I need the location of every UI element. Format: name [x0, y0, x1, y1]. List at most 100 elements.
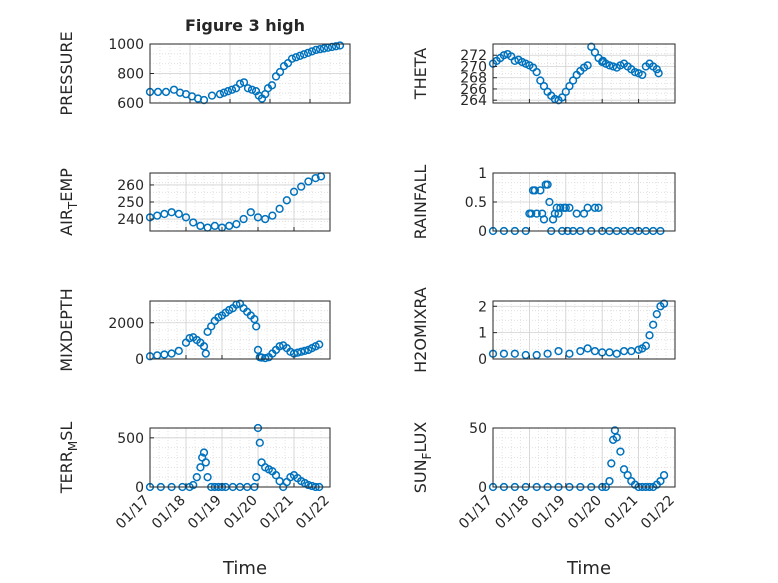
data-point — [235, 79, 245, 88]
axes-box — [149, 300, 331, 360]
data-point — [199, 448, 209, 457]
data-point — [307, 47, 317, 56]
data-point — [174, 209, 183, 219]
data-point — [556, 203, 565, 212]
data-point — [583, 61, 592, 70]
data-point — [196, 463, 205, 472]
data-point — [160, 209, 169, 219]
data-point — [247, 85, 257, 94]
data-point — [253, 213, 263, 222]
data-point — [304, 480, 313, 490]
data-point — [649, 320, 658, 329]
figure-title: Figure 3 high — [185, 16, 305, 35]
data-point — [645, 331, 654, 340]
data-point — [659, 299, 669, 308]
data-point — [561, 203, 570, 212]
data-point — [181, 213, 191, 222]
data-point — [630, 67, 640, 77]
data-point — [267, 81, 277, 90]
data-point — [189, 218, 198, 227]
data-point — [536, 186, 545, 195]
y-axis-label: TERRMSL — [57, 422, 80, 495]
data-point — [219, 88, 229, 97]
data-point — [282, 196, 291, 205]
data-point — [543, 180, 552, 189]
data-point — [659, 471, 669, 480]
data-point — [161, 87, 171, 97]
data-point — [196, 221, 205, 231]
y-axis-label: RAINFALL — [411, 165, 430, 240]
data-point — [545, 197, 554, 207]
data-point — [297, 182, 306, 191]
data-point — [227, 85, 237, 94]
data-point — [565, 349, 574, 358]
data-point — [583, 344, 592, 353]
y-tick-label: 1 — [478, 166, 487, 182]
y-tick-label: 1 — [478, 326, 487, 342]
data-point — [558, 93, 567, 102]
data-point — [565, 81, 574, 91]
axes-box — [492, 43, 676, 104]
y-tick-label: 260 — [117, 178, 144, 194]
data-point — [250, 314, 259, 324]
data-point — [568, 76, 578, 85]
y-tick-label: 0 — [135, 480, 144, 496]
data-point — [656, 476, 665, 486]
y-tick-label: 2000 — [108, 316, 144, 332]
data-point — [605, 476, 614, 486]
data-point — [539, 215, 549, 224]
data-point — [174, 346, 183, 355]
data-point — [619, 465, 629, 474]
data-point — [532, 67, 541, 77]
data-point — [331, 42, 341, 51]
data-point — [561, 87, 570, 96]
data-point — [587, 42, 596, 51]
data-point — [275, 204, 284, 213]
subplot-5: 0 2000 MIXDEPTH — [57, 288, 331, 372]
y-tick-label: 250 — [117, 195, 144, 211]
data-point — [189, 480, 198, 490]
data-point — [246, 208, 255, 217]
y-tick-label: 270 — [460, 59, 487, 75]
data-point — [311, 173, 320, 183]
data-point — [616, 447, 625, 456]
data-point — [638, 70, 647, 80]
y-axis-label: H2OMIXRA — [411, 287, 430, 373]
data-point — [311, 45, 321, 55]
data-point — [203, 473, 212, 482]
data-point — [271, 471, 281, 480]
data-point — [239, 78, 249, 87]
data-point — [223, 87, 233, 96]
data-point — [293, 348, 302, 357]
data-point — [295, 51, 305, 60]
y-axis-label: SUNFLUX — [411, 422, 434, 494]
data-point — [536, 76, 545, 85]
data-point — [304, 177, 313, 186]
data-point — [532, 209, 541, 218]
axes-box — [492, 427, 676, 488]
data-point — [201, 458, 210, 467]
data-point — [543, 349, 552, 358]
data-point — [300, 346, 309, 355]
subplot-6: 0 1 2 H2OMIXRA — [411, 287, 676, 373]
data-point — [335, 41, 345, 50]
y-axis-label: PRESSURE — [57, 31, 76, 115]
data-point — [579, 209, 589, 218]
data-point — [201, 349, 210, 358]
data-point — [287, 54, 297, 63]
data-point — [315, 340, 324, 349]
y-tick-label: 264 — [460, 93, 487, 109]
data-point — [252, 473, 261, 482]
y-tick-label: 266 — [460, 82, 487, 98]
y-tick-label: 0.5 — [465, 195, 487, 211]
data-point — [576, 346, 585, 356]
axes-box — [492, 300, 676, 360]
data-point — [291, 53, 301, 62]
data-point — [652, 310, 661, 319]
y-axis-label: THETA — [411, 48, 430, 100]
data-point — [275, 342, 284, 351]
data-point — [641, 341, 651, 350]
data-point — [261, 353, 270, 363]
data-point — [623, 471, 632, 480]
y-tick-label: 272 — [460, 48, 487, 64]
